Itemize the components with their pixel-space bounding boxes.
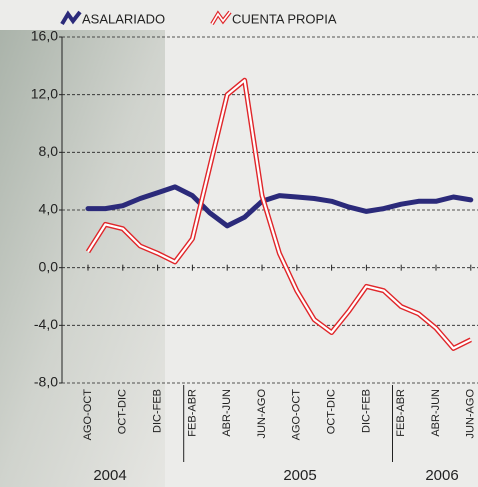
x-tick-label: FEB-ABR xyxy=(395,389,407,437)
x-tick-label: OCT-DIC xyxy=(117,389,129,434)
y-tick-label: 8,0 xyxy=(39,143,59,159)
x-tick-label: AGO-OCT xyxy=(82,389,94,441)
x-tick-label: JUN-AGO xyxy=(465,389,477,439)
year-label: 2004 xyxy=(93,467,126,484)
y-tick-label: 16,0 xyxy=(31,28,58,44)
x-tick-label: DIC-FEB xyxy=(360,389,372,433)
x-tick-label: JUN-AGO xyxy=(256,389,268,439)
legend-label: ASALARIADO xyxy=(82,11,165,26)
x-tick-label: OCT-DIC xyxy=(326,389,338,434)
x-tick-label: FEB-ABR xyxy=(186,389,198,437)
x-tick-label: DIC-FEB xyxy=(152,389,164,433)
y-tick-label: -8,0 xyxy=(34,374,58,390)
y-tick-label: 12,0 xyxy=(31,85,58,101)
page: -8,0 -4,0 0,0 4,0 8,0 12,0 16,0 AGO-OCT OCT-DIC D… xyxy=(0,0,478,487)
legend-label: CUENTA PROPIA xyxy=(232,11,337,26)
y-tick-label: 4,0 xyxy=(39,201,59,217)
y-tick-label: -4,0 xyxy=(34,316,58,332)
x-tick-label: ABR-JUN xyxy=(221,389,233,437)
y-tick-label: 0,0 xyxy=(39,258,59,274)
chart: -8,0 -4,0 0,0 4,0 8,0 12,0 16,0 AGO-OCT OCT-DIC D… xyxy=(0,0,478,487)
year-label: 2006 xyxy=(425,467,458,484)
x-tick-label: AGO-OCT xyxy=(291,389,303,441)
year-label: 2005 xyxy=(283,467,316,484)
x-tick-label: ABR-JUN xyxy=(430,389,442,437)
